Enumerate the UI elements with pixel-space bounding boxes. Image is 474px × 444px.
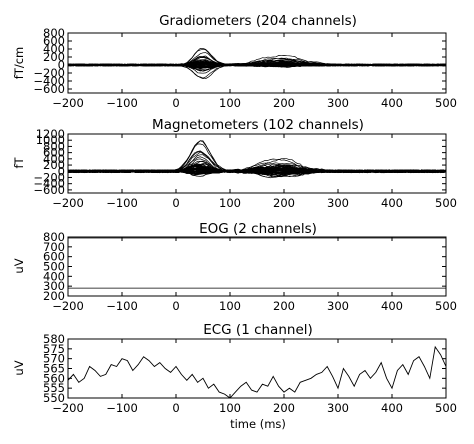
x-tick-label: −100 bbox=[106, 299, 138, 313]
y-tick-label: 200 bbox=[43, 158, 65, 172]
x-tick-label: −100 bbox=[106, 96, 138, 110]
y-tick-label: 600 bbox=[43, 250, 65, 264]
y-tick-label: −200 bbox=[33, 66, 65, 80]
y-tick-label: 400 bbox=[43, 42, 65, 56]
x-tick-label: −200 bbox=[52, 401, 84, 415]
x-tick-label: 200 bbox=[273, 401, 295, 415]
ecg-title: ECG (1 channel) bbox=[203, 322, 313, 338]
panel-gradiometers: Gradiometers (204 channels) fT/cm −200 −1… bbox=[12, 13, 457, 110]
gradiometers-ylabel: fT/cm bbox=[12, 47, 26, 79]
x-tick-label: −200 bbox=[52, 196, 84, 210]
eog-title: EOG (2 channels) bbox=[199, 221, 317, 237]
gradiometers-axes-frame bbox=[67, 32, 447, 94]
y-tick-label: −400 bbox=[33, 74, 65, 88]
channel-trace bbox=[67, 163, 447, 173]
ecg-trace bbox=[67, 345, 447, 399]
x-tick-label: −200 bbox=[52, 96, 84, 110]
gradiometers-traces bbox=[67, 47, 447, 80]
y-tick-label: 800 bbox=[43, 26, 65, 40]
channel-trace bbox=[68, 62, 447, 68]
y-tick-label: 200 bbox=[43, 289, 65, 303]
magnetometers-axes-frame bbox=[67, 133, 447, 194]
x-tick-label: 400 bbox=[381, 196, 403, 210]
y-tick-label: 600 bbox=[43, 146, 65, 160]
y-tick-label: 580 bbox=[43, 332, 65, 346]
y-tick-label: 200 bbox=[43, 50, 65, 64]
x-tick-label: 200 bbox=[273, 96, 295, 110]
x-tick-label: 100 bbox=[219, 96, 241, 110]
y-tick-label: 565 bbox=[43, 362, 65, 376]
x-tick-label: 300 bbox=[327, 96, 349, 110]
y-tick-label: 400 bbox=[43, 269, 65, 283]
x-tick-label: 500 bbox=[435, 299, 457, 313]
y-tick-label: 560 bbox=[43, 371, 65, 385]
eog-ylabel: uV bbox=[12, 258, 26, 273]
magnetometers-title: Magnetometers (102 channels) bbox=[152, 117, 364, 133]
x-tick-label: 300 bbox=[327, 299, 349, 313]
ecg-xticks: −200 −100 0 100 200 300 400 500 bbox=[52, 339, 457, 415]
x-tick-label: 100 bbox=[219, 299, 241, 313]
x-tick-label: 0 bbox=[172, 401, 179, 415]
gradiometers-xticks: −200 −100 0 100 200 300 400 500 bbox=[52, 33, 457, 110]
x-tick-label: 0 bbox=[172, 96, 179, 110]
y-tick-label: −200 bbox=[33, 170, 65, 184]
y-tick-label: 0 bbox=[58, 164, 65, 178]
x-tick-label: 500 bbox=[435, 196, 457, 210]
x-tick-label: 400 bbox=[381, 96, 403, 110]
y-tick-label: 555 bbox=[43, 381, 65, 395]
x-tick-label: 300 bbox=[327, 401, 349, 415]
panel-ecg: ECG (1 channel) uV −200 −100 0 100 200 300 400… bbox=[12, 322, 457, 431]
y-tick-label: 0 bbox=[58, 58, 65, 72]
x-tick-label: 200 bbox=[273, 299, 295, 313]
y-tick-label: −600 bbox=[33, 82, 65, 96]
y-tick-label: 1000 bbox=[36, 133, 65, 147]
y-tick-label: 700 bbox=[43, 240, 65, 254]
y-tick-label: 570 bbox=[43, 352, 65, 366]
ecg-axes-frame bbox=[67, 338, 447, 399]
eog-xticks: −200 −100 0 100 200 300 400 500 bbox=[52, 237, 457, 313]
ecg-xlabel: time (ms) bbox=[230, 417, 286, 431]
y-tick-label: −400 bbox=[33, 177, 65, 191]
x-tick-label: 300 bbox=[327, 196, 349, 210]
x-tick-label: 500 bbox=[435, 96, 457, 110]
ecg-ylabel: uV bbox=[12, 360, 26, 375]
channel-trace bbox=[67, 169, 447, 175]
y-tick-label: 400 bbox=[43, 152, 65, 166]
panel-magnetometers: Magnetometers (102 channels) fT −200 −100… bbox=[12, 117, 457, 210]
y-tick-label: 550 bbox=[43, 391, 65, 405]
eog-axes-frame bbox=[67, 236, 447, 297]
x-tick-label: −100 bbox=[106, 401, 138, 415]
y-tick-label: 575 bbox=[43, 342, 65, 356]
y-tick-label: 800 bbox=[43, 139, 65, 153]
y-tick-label: −600 bbox=[33, 183, 65, 197]
y-tick-label: 1200 bbox=[36, 127, 65, 141]
channel-trace bbox=[67, 59, 447, 68]
magnetometers-traces bbox=[67, 140, 447, 179]
ecg-traces bbox=[67, 345, 447, 399]
x-tick-label: 100 bbox=[219, 401, 241, 415]
panel-eog: EOG (2 channels) uV −200 −100 0 100 200 300 40… bbox=[12, 221, 457, 313]
magnetometers-ylabel: fT bbox=[12, 156, 26, 168]
x-tick-label: 400 bbox=[381, 401, 403, 415]
x-tick-label: −100 bbox=[106, 196, 138, 210]
y-tick-label: 800 bbox=[43, 230, 65, 244]
x-tick-label: 0 bbox=[172, 299, 179, 313]
magnetometers-xticks: −200 −100 0 100 200 300 400 500 bbox=[52, 134, 457, 210]
x-tick-label: 100 bbox=[219, 196, 241, 210]
x-tick-label: −200 bbox=[52, 299, 84, 313]
y-tick-label: 500 bbox=[43, 260, 65, 274]
x-tick-label: 0 bbox=[172, 196, 179, 210]
eog-traces bbox=[68, 237, 446, 289]
x-tick-label: 200 bbox=[273, 196, 295, 210]
x-tick-label: 500 bbox=[435, 401, 457, 415]
x-tick-label: 400 bbox=[381, 299, 403, 313]
gradiometers-title: Gradiometers (204 channels) bbox=[159, 13, 357, 29]
y-tick-label: 300 bbox=[43, 279, 65, 293]
y-tick-label: 600 bbox=[43, 34, 65, 48]
